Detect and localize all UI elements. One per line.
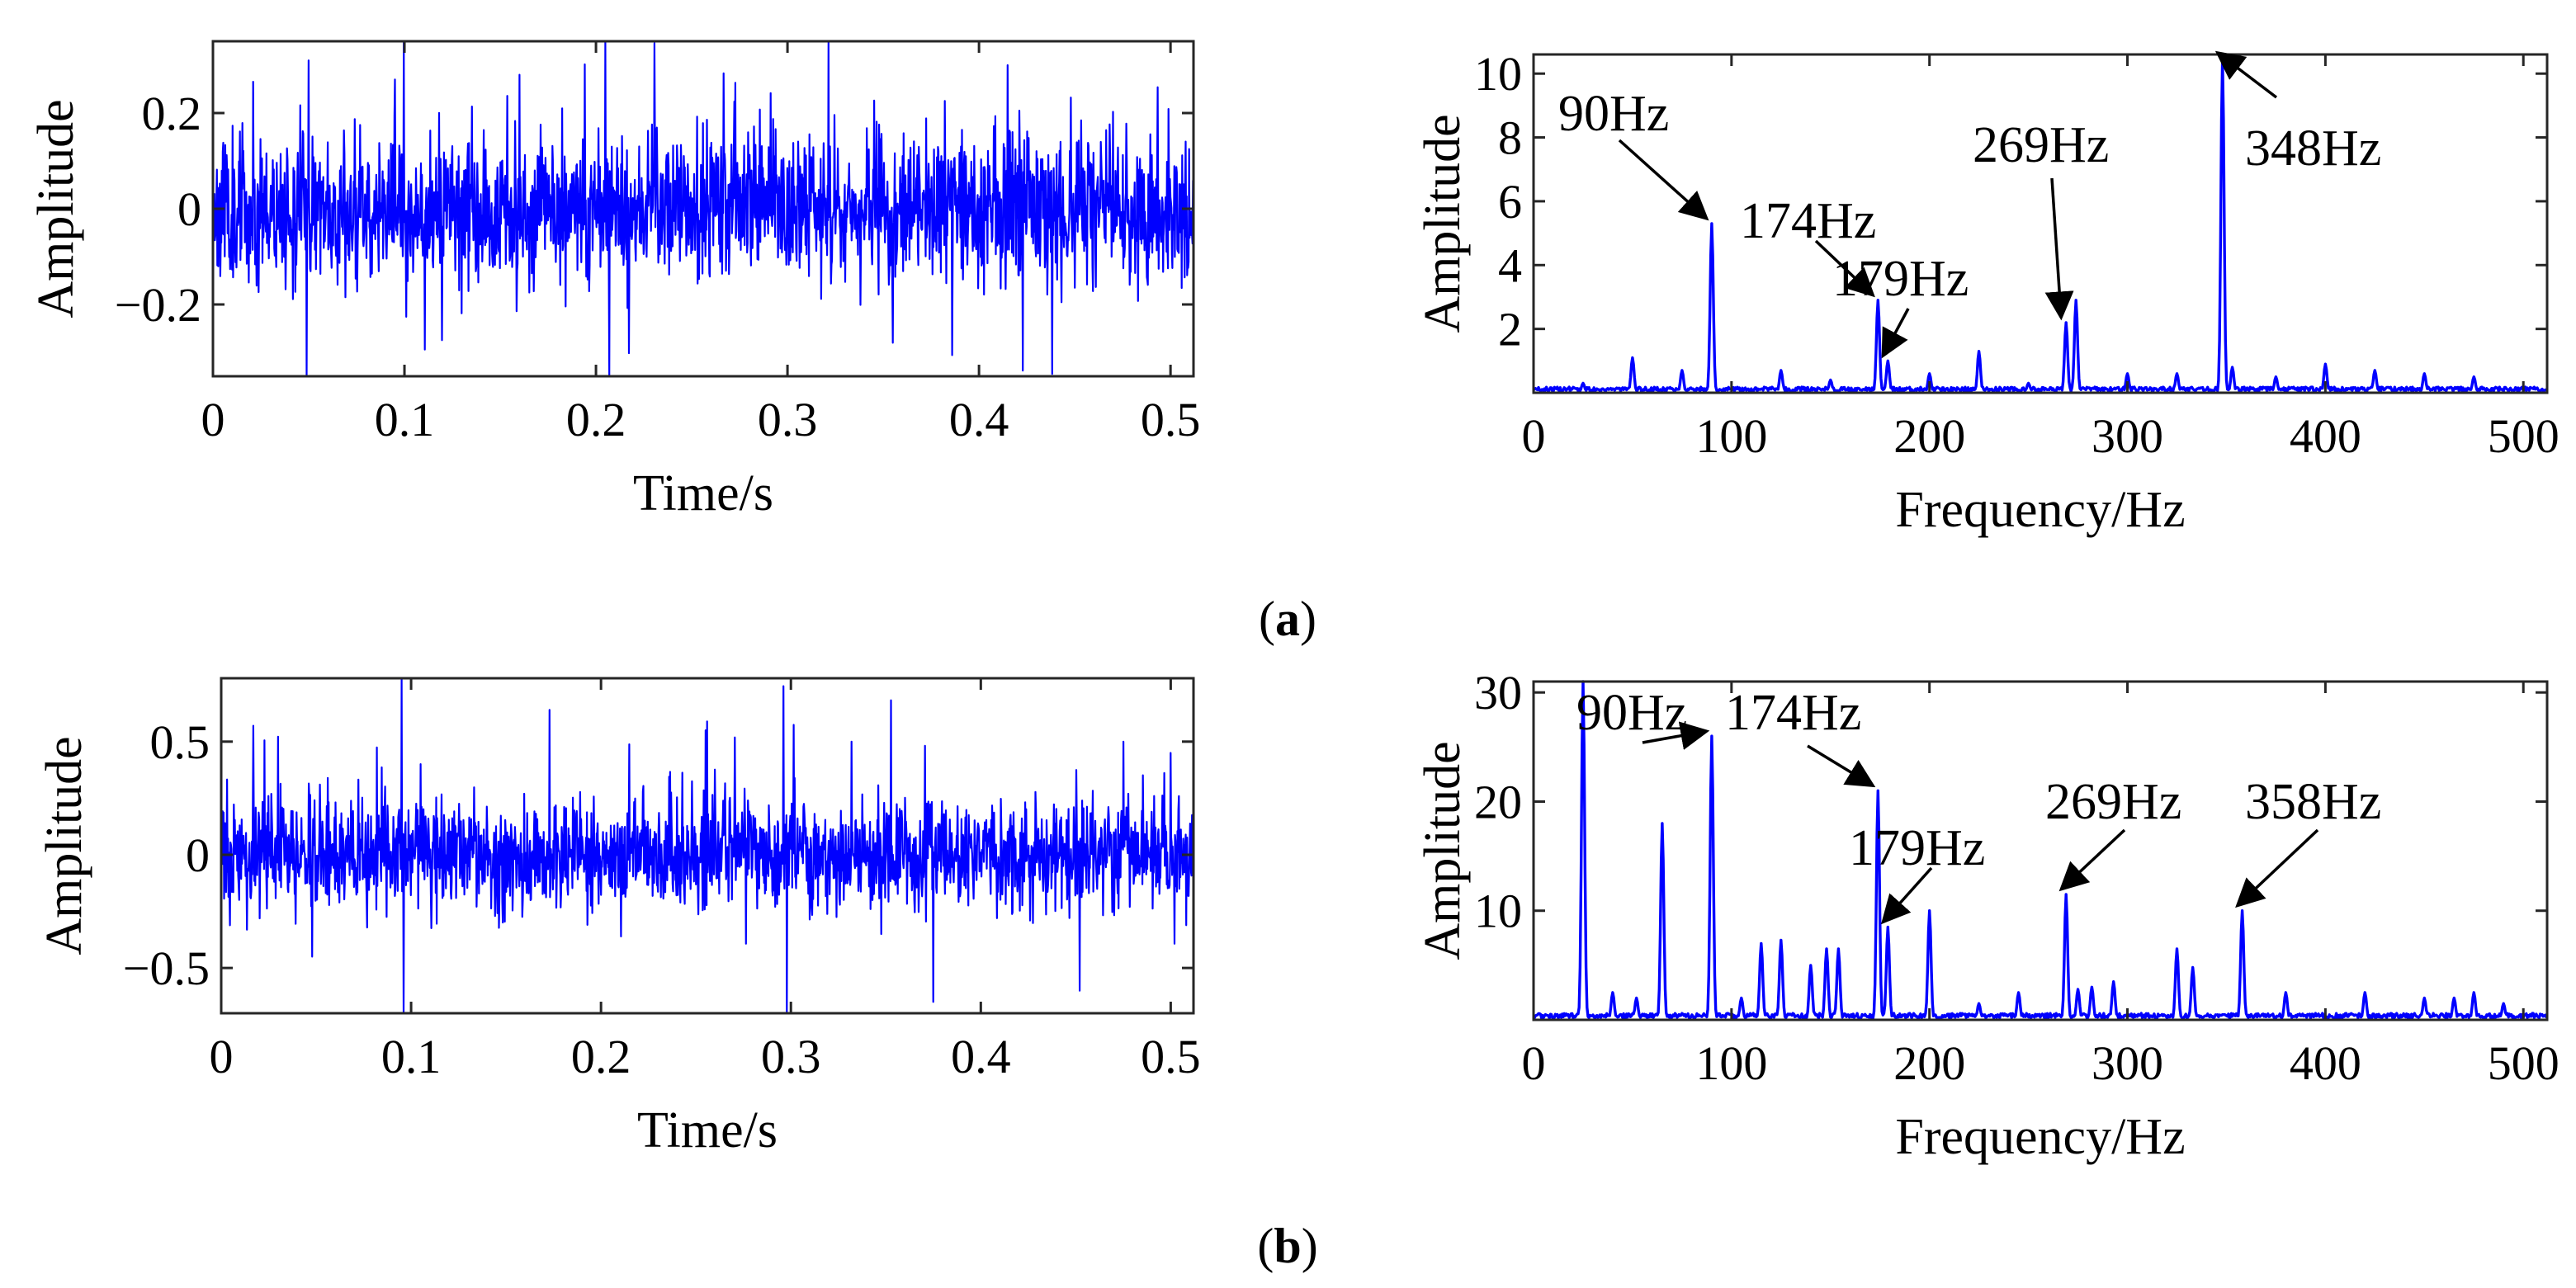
series-line [1532, 680, 2549, 1020]
annotation-arrow [1642, 721, 1710, 750]
x-tick-label: 500 [2488, 409, 2559, 463]
series-line [220, 677, 1195, 1015]
y-tick-label: 6 [1498, 175, 1522, 229]
y-tick-label: 0 [177, 182, 201, 236]
y-axis-label: Amplitude [36, 736, 92, 955]
annotation-arrow [1807, 744, 1876, 788]
x-tick-label: 100 [1695, 409, 1767, 463]
annotation-90hz: 90Hz [1558, 86, 1669, 142]
x-tick-label: 0 [210, 1030, 234, 1083]
y-tick-label: 10 [1474, 47, 1522, 101]
series-line [1532, 56, 2548, 393]
y-tick-label: 2 [1498, 303, 1522, 356]
annotation-arrow [2058, 828, 2126, 892]
y-tick-label: 10 [1474, 885, 1522, 938]
x-tick-label: 100 [1695, 1036, 1767, 1090]
x-tick-label: 400 [2290, 1036, 2361, 1090]
annotation-arrow [2214, 50, 2278, 99]
x-axis-label: Time/s [637, 1102, 778, 1158]
axes-box [1532, 53, 2549, 394]
x-tick-label: 0.2 [571, 1030, 631, 1083]
chart-a_freq: 0 100 200 300 400 500 2 4 6 8 10 Frequency/Hz Amplit… [1415, 47, 2559, 538]
y-tick-label: 8 [1498, 111, 1522, 165]
chart-b_freq: 0 100 200 300 400 500 10 20 30 Frequency/Hz Amplit… [1415, 666, 2559, 1165]
x-tick-label: 0.5 [1141, 1030, 1201, 1083]
y-tick-label: 20 [1474, 775, 1522, 828]
annotation-358hz: 358Hz [2245, 774, 2381, 830]
x-tick-label: 0.3 [758, 393, 818, 446]
x-tick-label: 300 [2092, 409, 2163, 463]
y-tick-label: −0.5 [123, 941, 210, 995]
annotation-arrow [1618, 139, 1709, 221]
x-axis-label: Time/s [633, 465, 773, 521]
x-tick-label: 0 [1522, 1036, 1546, 1090]
y-tick-label: 0.5 [150, 715, 210, 769]
annotation-179hz: 179Hz [1849, 820, 1985, 876]
x-tick-label: 300 [2092, 1036, 2163, 1090]
annotation-arrow [1881, 308, 1910, 359]
x-tick-label: 500 [2488, 1036, 2559, 1090]
x-axis-label: Frequency/Hz [1895, 482, 2185, 538]
annotation-174hz: 174Hz [1725, 685, 1861, 741]
y-tick-label: 0 [186, 828, 210, 882]
y-tick-label: −0.2 [115, 278, 201, 332]
y-tick-label: 30 [1474, 666, 1522, 719]
annotation-arrow [2235, 828, 2319, 908]
x-tick-label: 0.4 [949, 393, 1009, 446]
annotation-arrow [1814, 239, 1875, 298]
x-tick-label: 0.1 [375, 393, 435, 446]
x-tick-label: 400 [2290, 409, 2361, 463]
annotation-269hz: 269Hz [1973, 117, 2109, 173]
plots-layer: 0 0.1 0.2 0.3 0.4 0.5−0.200.2Time/sAmplitude0… [28, 40, 2559, 1165]
annotation-269hz: 269Hz [2045, 774, 2181, 830]
annotation-179hz: 179Hz [1832, 251, 1969, 307]
axes-box [220, 677, 1195, 1015]
y-tick-label: 0.2 [142, 87, 202, 140]
annotation-arrow [1880, 866, 1933, 925]
panel-label-b: (b) [1257, 1219, 1317, 1273]
x-tick-label: 0.1 [381, 1030, 442, 1083]
y-axis-label: Amplitude [28, 99, 84, 318]
x-tick-label: 0.4 [951, 1030, 1011, 1083]
x-tick-label: 200 [1893, 409, 1965, 463]
x-tick-label: 0.3 [761, 1030, 821, 1083]
y-axis-label: Amplitude [1415, 114, 1471, 333]
x-tick-label: 0.5 [1141, 393, 1201, 446]
x-tick-label: 0.2 [566, 393, 626, 446]
y-axis-label: Amplitude [1415, 741, 1471, 960]
x-tick-label: 0 [201, 393, 225, 446]
series-line [211, 40, 1195, 378]
x-axis-label: Frequency/Hz [1895, 1109, 2185, 1165]
annotation-arrow [2044, 177, 2074, 321]
annotation-348hz: 348Hz [2245, 120, 2381, 177]
annotation-90hz: 90Hz [1576, 685, 1687, 741]
y-tick-label: 4 [1498, 238, 1522, 292]
x-tick-label: 200 [1893, 1036, 1965, 1090]
x-tick-label: 0 [1522, 409, 1546, 463]
axes-box [1532, 680, 2549, 1021]
panel-label-a: (a) [1259, 592, 1316, 646]
annotation-174hz: 174Hz [1740, 193, 1876, 249]
